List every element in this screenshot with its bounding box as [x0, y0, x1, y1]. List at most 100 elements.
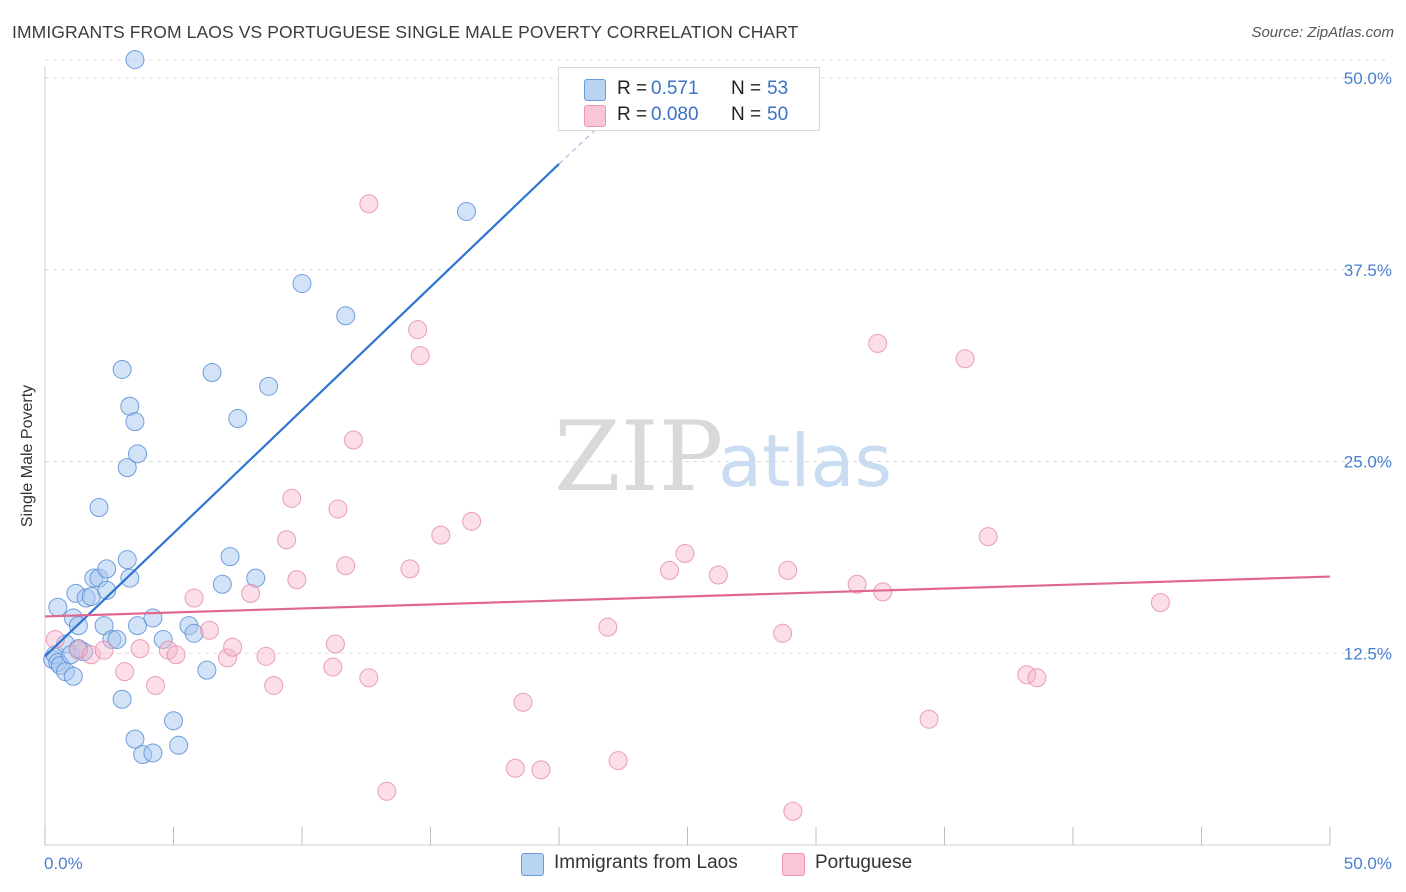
y-tick-label: 25.0%: [1344, 453, 1392, 472]
point-portuguese: [241, 583, 261, 603]
point-portuguese: [400, 559, 420, 579]
y-tick-label: 50.0%: [1344, 69, 1392, 88]
point-portuguese: [608, 751, 628, 771]
point-portuguese: [287, 570, 307, 590]
point-laos: [143, 608, 163, 628]
stats-row-laos: R = 0.571 N = 53: [559, 78, 819, 104]
point-laos: [48, 597, 68, 617]
point-laos: [107, 629, 127, 649]
point-laos: [456, 201, 476, 221]
point-portuguese: [184, 588, 204, 608]
legend-laos-label: Immigrants from Laos: [554, 852, 738, 873]
legend-laos-swatch: [521, 853, 544, 876]
point-portuguese: [868, 333, 888, 353]
laos-r-label: R =: [617, 78, 648, 99]
point-laos: [336, 306, 356, 326]
point-laos: [153, 629, 173, 649]
trend-line-portuguese: [44, 575, 1331, 618]
point-portuguese: [130, 639, 150, 659]
chart-title: IMMIGRANTS FROM LAOS VS PORTUGUESE SINGL…: [12, 22, 799, 42]
point-portuguese: [68, 640, 88, 660]
point-laos: [128, 444, 148, 464]
point-laos: [117, 550, 137, 570]
point-laos: [246, 568, 266, 588]
legend-portuguese-label: Portuguese: [815, 852, 913, 873]
x-tick-label-min: 0.0%: [44, 854, 83, 873]
point-portuguese: [531, 760, 551, 780]
point-laos: [97, 559, 117, 579]
point-laos: [202, 363, 222, 383]
point-portuguese: [773, 623, 793, 643]
point-laos: [212, 574, 232, 594]
laos-n-label: N =: [731, 78, 762, 99]
point-laos: [128, 616, 148, 636]
tick-labels: 12.5% 25.0% 37.5% 50.0% 0.0% 50.0%: [44, 69, 1392, 873]
point-laos: [125, 729, 145, 749]
legend-portuguese-swatch: [782, 853, 805, 876]
stats-row-portuguese: R = 0.080 N = 50: [559, 104, 819, 130]
legend: Immigrants from Laos Portuguese: [0, 852, 1406, 876]
point-portuguese: [598, 617, 618, 637]
point-laos: [112, 689, 132, 709]
y-tick-label: 12.5%: [1344, 644, 1392, 663]
point-laos: [125, 412, 145, 432]
point-laos: [120, 568, 140, 588]
point-portuguese: [505, 758, 525, 778]
laos-r-value: 0.571: [651, 78, 699, 99]
portuguese-r-label: R =: [617, 104, 648, 125]
point-portuguese: [513, 692, 533, 712]
point-laos: [89, 498, 109, 518]
point-portuguese: [1150, 593, 1170, 613]
watermark-atlas: atlas: [718, 419, 892, 503]
point-portuguese: [217, 648, 237, 668]
point-portuguese: [955, 349, 975, 369]
point-portuguese: [1027, 668, 1047, 688]
point-laos: [125, 50, 145, 70]
point-laos: [112, 359, 132, 379]
watermark: ZIP atlas: [554, 401, 892, 513]
gridlines: [45, 59, 1385, 654]
point-portuguese: [462, 511, 482, 531]
point-laos: [259, 376, 279, 396]
point-laos: [164, 711, 183, 731]
point-portuguese: [81, 645, 101, 665]
point-portuguese: [115, 662, 135, 682]
point-portuguese: [708, 565, 728, 585]
x-tick-label-max: 50.0%: [1344, 854, 1392, 873]
point-portuguese: [223, 637, 243, 657]
point-portuguese: [783, 801, 803, 821]
point-portuguese: [282, 488, 302, 508]
point-portuguese: [377, 781, 397, 801]
point-laos: [63, 666, 83, 686]
portuguese-n-value: 50: [767, 104, 789, 125]
point-portuguese: [336, 556, 356, 576]
point-portuguese: [847, 574, 867, 594]
point-portuguese: [660, 560, 680, 580]
point-portuguese: [94, 640, 114, 660]
point-portuguese: [277, 530, 297, 550]
point-laos: [292, 274, 312, 294]
point-portuguese: [978, 527, 998, 547]
portuguese-n-label: N =: [731, 104, 762, 125]
trend-line-laos: [44, 163, 560, 658]
point-portuguese: [873, 582, 893, 602]
series-portuguese-points: [45, 194, 1170, 821]
point-laos: [228, 409, 248, 429]
trend-lines: [44, 129, 1331, 658]
point-laos: [143, 743, 163, 763]
point-portuguese: [410, 346, 430, 366]
point-laos: [220, 547, 240, 567]
laos-swatch: [584, 79, 606, 101]
source-label: Source: ZipAtlas.com: [1251, 24, 1394, 41]
point-portuguese: [359, 668, 379, 688]
point-portuguese: [675, 544, 695, 564]
point-portuguese: [919, 709, 939, 729]
point-laos: [197, 660, 217, 680]
point-laos: [97, 580, 117, 600]
portuguese-swatch: [584, 105, 606, 127]
point-portuguese: [1017, 665, 1037, 685]
point-portuguese: [264, 675, 284, 695]
axes: [44, 66, 1331, 846]
laos-n-value: 53: [767, 78, 789, 99]
